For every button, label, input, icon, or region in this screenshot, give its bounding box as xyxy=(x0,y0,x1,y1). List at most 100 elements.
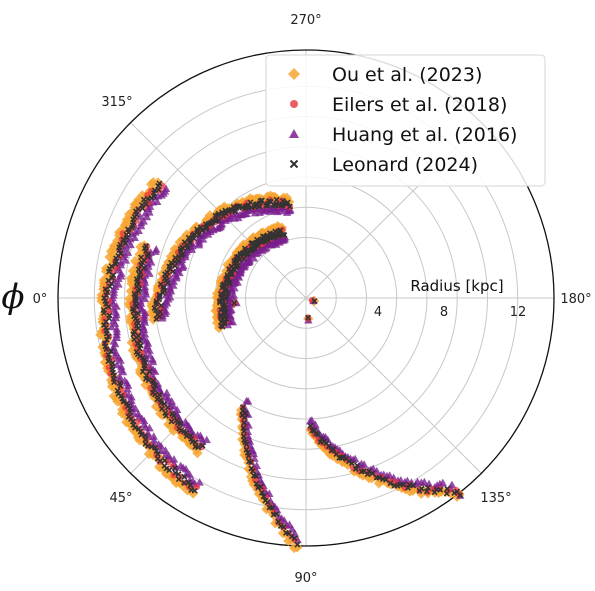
leonard-2024-point xyxy=(199,227,206,234)
huang-2016-point xyxy=(139,416,149,425)
leonard-2024-point xyxy=(153,316,160,322)
leonard-2024-point xyxy=(107,348,114,355)
leonard-2024-point xyxy=(330,446,337,453)
leonard-2024-point xyxy=(172,465,178,472)
ou-2023-point xyxy=(112,396,123,407)
leonard-2024-point xyxy=(175,476,182,483)
radial-tick-label: 4 xyxy=(374,305,382,320)
legend-label: Ou et al. (2023) xyxy=(332,64,482,86)
leonard-2024-point xyxy=(195,231,202,238)
legend-label: Eilers et al. (2018) xyxy=(332,94,507,116)
leonard-2024-point xyxy=(197,224,204,231)
huang-2016-point xyxy=(161,446,170,454)
huang-2016-point xyxy=(118,367,128,376)
leonard-2024-point xyxy=(376,474,383,481)
angular-tick-label: 180° xyxy=(560,292,591,307)
leonard-2024-point xyxy=(191,235,198,242)
eilers-2018-point xyxy=(101,315,108,323)
huang-2016-point xyxy=(194,240,204,249)
huang-2016-point xyxy=(111,348,121,357)
leonard-2024-point xyxy=(152,307,159,314)
leonard-2024-point xyxy=(158,302,165,309)
huang-2016-point xyxy=(140,294,150,303)
leonard-2024-point xyxy=(172,262,178,269)
leonard-2024-point xyxy=(258,489,265,496)
leonard-2024-point xyxy=(122,240,129,247)
leonard-2024-point xyxy=(248,240,255,247)
huang-2016-point xyxy=(195,478,204,486)
ou-2023-point xyxy=(150,401,162,412)
ou-2023-point xyxy=(192,447,203,459)
angular-axis-label: ϕ xyxy=(1,277,24,317)
huang-2016-point xyxy=(114,274,123,282)
radial-axis-label: Radius [kpc] xyxy=(410,277,503,295)
eilers-2018-point xyxy=(392,478,399,486)
huang-2016-point xyxy=(372,466,382,475)
leonard-2024-point xyxy=(241,414,248,421)
huang-2016-point xyxy=(142,212,152,221)
leonard-2024-point xyxy=(111,379,118,386)
leonard-2024-point xyxy=(140,196,147,203)
huang-2016-point xyxy=(121,256,130,264)
leonard-2024-point xyxy=(139,205,146,212)
angular-tick-label: 135° xyxy=(480,491,511,506)
leonard-2024-point xyxy=(369,470,376,477)
leonard-2024-point xyxy=(219,209,226,216)
leonard-2024-point xyxy=(220,213,227,220)
huang-2016-point xyxy=(350,454,360,463)
leonard-2024-point xyxy=(132,424,139,431)
angular-tick-label: 315° xyxy=(101,95,132,110)
huang-2016-point xyxy=(447,480,457,489)
angular-tick-label: 270° xyxy=(290,13,321,28)
leonard-2024-point xyxy=(135,288,142,295)
leonard-2024-point xyxy=(245,250,252,257)
leonard-2024-point xyxy=(153,300,160,307)
leonard-2024-point xyxy=(405,484,411,491)
leonard-2024-point xyxy=(130,308,137,315)
leonard-2024-point xyxy=(400,481,407,488)
angular-tick-label: 45° xyxy=(109,491,132,506)
huang-2016-point xyxy=(149,432,158,440)
leonard-2024-point xyxy=(325,443,332,450)
leonard-2024-point xyxy=(175,471,182,478)
leonard-2024-point xyxy=(166,467,173,474)
huang-2016-point xyxy=(140,350,150,358)
leonard-2024-point xyxy=(263,202,270,209)
angular-tick-label: 0° xyxy=(33,292,48,307)
huang-2016-point xyxy=(123,381,133,389)
leonard-2024-point xyxy=(154,451,161,457)
leonard-2024-point xyxy=(444,485,451,492)
leonard-2024-point xyxy=(169,268,176,275)
leonard-2024-point xyxy=(177,420,184,427)
leonard-2024-point xyxy=(137,274,144,280)
leonard-2024-point xyxy=(269,504,276,511)
leonard-2024-point xyxy=(443,490,450,497)
huang-2016-point xyxy=(156,441,166,450)
leonard-2024-point xyxy=(294,541,301,548)
leonard-2024-point xyxy=(218,312,224,319)
huang-2016-point xyxy=(148,357,158,366)
huang-2016-point xyxy=(311,420,320,429)
huang-2016-point xyxy=(249,449,259,458)
leonard-2024-point xyxy=(134,340,141,347)
huang-2016-point xyxy=(420,477,429,486)
leonard-2024-point xyxy=(253,473,260,480)
leonard-2024-point xyxy=(199,442,206,449)
huang-2016-point xyxy=(202,435,211,444)
leonard-2024-point xyxy=(255,243,262,249)
leonard-2024-point xyxy=(170,412,177,419)
legend-box xyxy=(265,54,546,187)
leonard-2024-point xyxy=(145,377,152,384)
leonard-2024-point xyxy=(424,484,431,491)
leonard-2024-point xyxy=(314,431,321,438)
huang-2016-point xyxy=(424,479,434,488)
leonard-2024-point xyxy=(305,314,312,321)
leonard-2024-point xyxy=(253,480,260,487)
leonard-2024-point xyxy=(243,441,250,448)
legend-marker-eilers xyxy=(290,100,298,108)
huang-2016-point xyxy=(181,464,191,473)
leonard-2024-point xyxy=(192,439,199,446)
leonard-2024-point xyxy=(437,486,444,493)
leonard-2024-point xyxy=(103,318,110,325)
